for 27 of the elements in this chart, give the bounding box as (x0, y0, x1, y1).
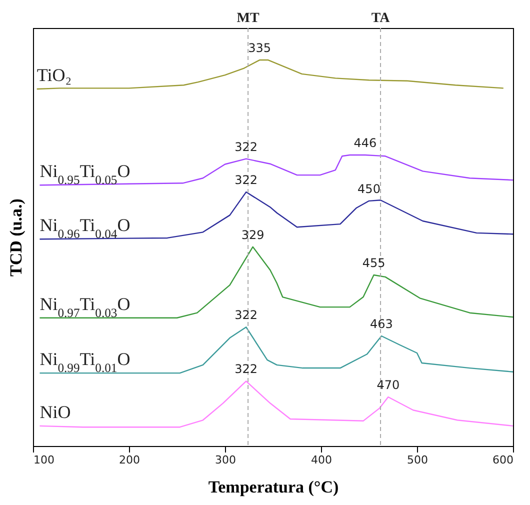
annotation: 455 (362, 256, 386, 270)
annotation: 470 (376, 378, 400, 392)
annotation: 329 (241, 228, 264, 242)
annotation: 450 (358, 182, 380, 196)
y-axis-title: TCD (u.a.) (6, 198, 26, 276)
series-label: Ni$_{0.97}$Ti$_{0.03}$O (40, 294, 130, 320)
series-label: NiO (40, 402, 71, 422)
x-tick-label: 200 (119, 454, 140, 466)
series-label: Ni$_{0.95}$Ti$_{0.05}$O (40, 161, 130, 188)
annotation: 322 (234, 362, 258, 376)
x-tick-label: 400 (311, 454, 332, 466)
x-tick-label: 600 (492, 454, 514, 466)
annotation: 463 (370, 317, 393, 331)
ref-line-label: TA (371, 11, 391, 26)
x-tick-label: 300 (215, 454, 236, 466)
annotation: 322 (234, 173, 258, 188)
x-tick-label: 100 (34, 454, 54, 466)
series-label: Ni$_{0.96}$Ti$_{0.04}$O (40, 215, 130, 242)
series-label: TiO₂ (36, 64, 72, 85)
x-tick-label: 500 (407, 454, 428, 466)
annotation: 322 (234, 140, 258, 154)
ref-line-label: MT (236, 11, 260, 26)
series-label: Ni$_{0.99}$Ti$_{0.01}$O (40, 349, 130, 376)
x-axis-title: Temperatura (°C) (208, 478, 339, 496)
annotation: 335 (248, 41, 272, 56)
annotation: 322 (234, 308, 258, 322)
annotation: 446 (354, 136, 377, 150)
